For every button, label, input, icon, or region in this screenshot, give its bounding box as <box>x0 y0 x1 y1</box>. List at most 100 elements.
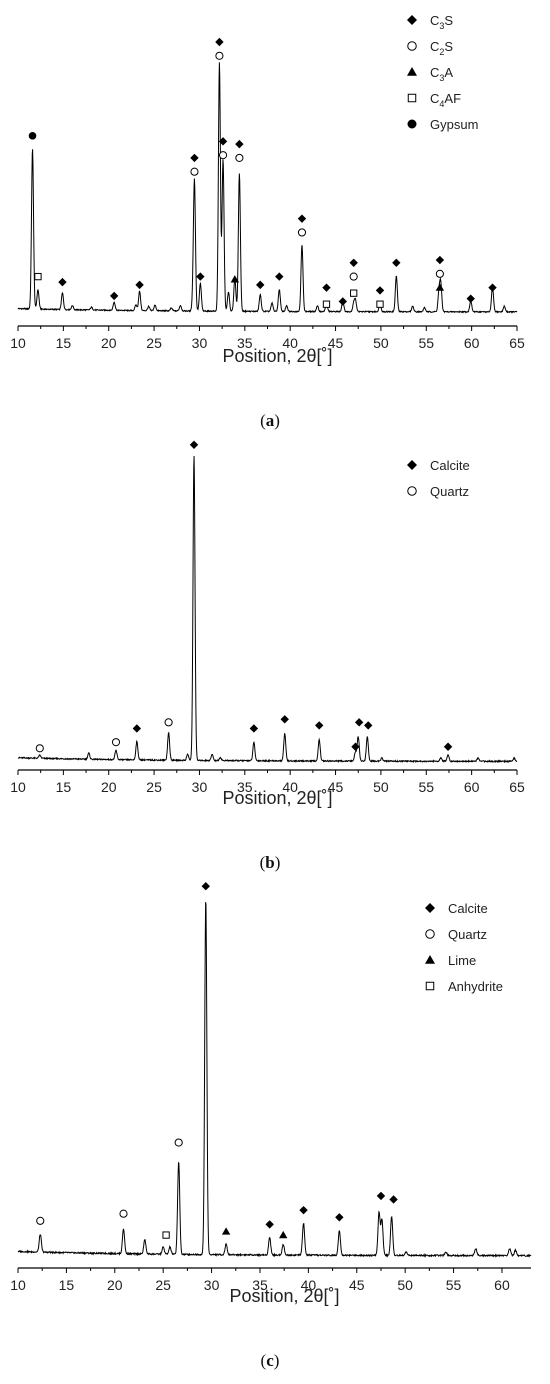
x-tick-label: 45 <box>328 335 344 351</box>
legend: C3S C2S C3A C4AF Gypsum <box>407 13 478 132</box>
x-tick-label: 50 <box>373 335 389 351</box>
circle-filled-peak-marker <box>28 132 37 140</box>
panel-caption: (a) <box>260 411 280 430</box>
legend-label: Quartz <box>430 484 469 499</box>
xrd-pattern-line <box>17 902 532 1259</box>
circle-open-peak-marker <box>215 51 224 60</box>
x-tick-label: 35 <box>237 779 253 795</box>
circle-open-peak-marker <box>435 269 444 278</box>
diamond-filled-peak-marker <box>109 291 119 301</box>
diamond-filled-peak-marker <box>364 721 373 730</box>
circle-open-peak-marker <box>164 718 173 727</box>
legend-label: C2S <box>430 39 453 57</box>
legend-label: Lime <box>448 953 476 968</box>
x-tick-label: 10 <box>10 335 26 351</box>
legend-label: Gypsum <box>430 117 478 132</box>
diamond-filled-peak-marker <box>135 280 144 290</box>
circle-open-peak-marker <box>349 272 358 281</box>
circle-open-peak-marker <box>35 744 44 753</box>
x-axis-label: Position, 2θ[˚] <box>222 788 332 808</box>
diamond-filled-peak-marker <box>58 277 67 287</box>
diamond-filled-peak-marker <box>201 882 210 891</box>
x-tick-label: 60 <box>494 1277 510 1293</box>
legend-label: C3S <box>430 13 453 31</box>
diamond-filled-peak-marker <box>299 1205 308 1215</box>
legend-label: Anhydrite <box>448 979 503 994</box>
xrd-panel-a: 10 15 20 25 30 35 40 45 50 55 60 65 Position, 2θ[˚] (… <box>10 13 525 430</box>
x-tick-label: 40 <box>301 1277 317 1293</box>
legend-label: Calcite <box>448 901 488 916</box>
x-tick-label: 20 <box>101 335 117 351</box>
square-open-peak-marker <box>350 289 358 297</box>
x-tick-label: 30 <box>192 335 208 351</box>
circle-open-peak-marker <box>119 1209 128 1218</box>
diamond-filled-peak-marker <box>389 1195 398 1204</box>
circle-open-peak-marker <box>36 1216 45 1225</box>
panel-caption: (b) <box>260 853 281 872</box>
x-tick-label: 60 <box>464 779 480 795</box>
square-open-peak-marker <box>322 300 331 308</box>
legend: Calcite Quartz <box>407 458 470 499</box>
x-tick-label: 65 <box>509 779 525 795</box>
legend-marker-circle-filled <box>407 119 417 129</box>
circle-open-peak-marker <box>190 167 199 176</box>
triangle-filled-peak-marker <box>435 283 445 291</box>
diamond-filled-peak-marker <box>275 272 284 281</box>
triangle-filled-peak-marker <box>279 1230 288 1239</box>
legend-label: Quartz <box>448 927 487 942</box>
x-tick-label: 50 <box>373 779 389 795</box>
x-tick-label: 55 <box>446 1277 462 1293</box>
x-tick-label: 45 <box>349 1277 365 1293</box>
legend-marker-triangle-filled <box>407 67 417 76</box>
legend-marker-circle-open <box>407 486 417 496</box>
x-tick-label: 40 <box>282 335 298 351</box>
x-tick-label: 55 <box>418 779 434 795</box>
x-tick-label: 30 <box>192 779 208 795</box>
diamond-filled-peak-marker <box>235 139 244 149</box>
diamond-filled-peak-marker <box>376 1191 386 1201</box>
diamond-filled-peak-marker <box>315 721 324 730</box>
x-tick-label: 25 <box>155 1277 171 1293</box>
diamond-filled-peak-marker <box>354 718 364 727</box>
diamond-filled-peak-marker <box>215 37 224 47</box>
x-tick-label: 20 <box>107 1277 123 1293</box>
legend-marker-diamond-filled <box>407 460 417 470</box>
x-tick-label: 55 <box>418 335 434 351</box>
x-tick-label: 15 <box>56 779 72 795</box>
legend-label: C3A <box>430 65 453 83</box>
diamond-filled-peak-marker <box>249 724 259 733</box>
x-tick-label: 65 <box>509 335 525 351</box>
x-tick-label: 40 <box>282 779 298 795</box>
legend-label: C4AF <box>430 91 461 109</box>
x-tick-label: 35 <box>252 1277 268 1293</box>
diamond-filled-peak-marker <box>132 724 142 733</box>
x-tick-label: 20 <box>101 779 117 795</box>
legend-marker-diamond-filled <box>425 903 435 913</box>
diamond-filled-peak-marker <box>256 280 265 290</box>
xrd-panel-c: 10 15 20 25 30 35 40 45 50 55 60 Position, 2θ[˚] (c)… <box>10 882 532 1370</box>
legend-marker-circle-open <box>425 929 435 939</box>
diamond-filled-peak-marker <box>280 715 289 724</box>
legend-marker-square-open <box>407 93 417 103</box>
x-tick-label: 30 <box>204 1277 220 1293</box>
diamond-filled-peak-marker <box>338 297 348 306</box>
square-open-peak-marker <box>34 272 42 281</box>
legend-marker-triangle-filled <box>425 955 435 964</box>
diamond-filled-peak-marker <box>349 258 358 267</box>
x-tick-label: 10 <box>10 1277 26 1293</box>
x-axis-label: Position, 2θ[˚] <box>229 1286 339 1306</box>
x-tick-label: 15 <box>59 1277 75 1293</box>
diamond-filled-peak-marker <box>375 286 385 295</box>
x-tick-label: 45 <box>328 779 344 795</box>
triangle-filled-peak-marker <box>230 275 240 283</box>
diamond-filled-peak-marker <box>297 214 307 223</box>
legend: Calcite Quartz Lime Anhydrite <box>425 901 503 994</box>
circle-open-peak-marker <box>111 738 121 747</box>
circle-open-peak-marker <box>235 153 244 162</box>
xrd-panel-b: 10 15 20 25 30 35 40 45 50 55 60 65 Position, 2θ[˚] (… <box>10 440 525 872</box>
legend-marker-square-open <box>425 981 435 991</box>
legend-marker-circle-open <box>407 41 417 51</box>
diamond-filled-peak-marker <box>392 258 401 267</box>
diamond-filled-peak-marker <box>196 272 205 281</box>
